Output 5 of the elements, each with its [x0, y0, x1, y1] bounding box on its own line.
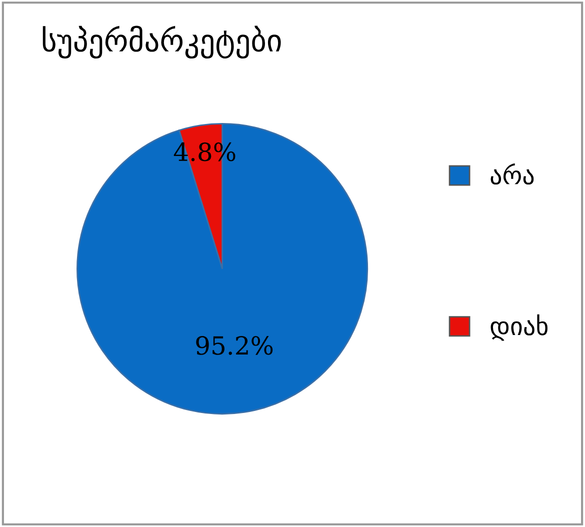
chart-title: სუპერმარკეტები: [42, 26, 281, 59]
data-label: 95.2%: [196, 336, 273, 355]
legend-label: დიახ: [490, 314, 548, 341]
pie-slice: [76, 122, 368, 415]
legend-label: არა: [490, 163, 534, 185]
